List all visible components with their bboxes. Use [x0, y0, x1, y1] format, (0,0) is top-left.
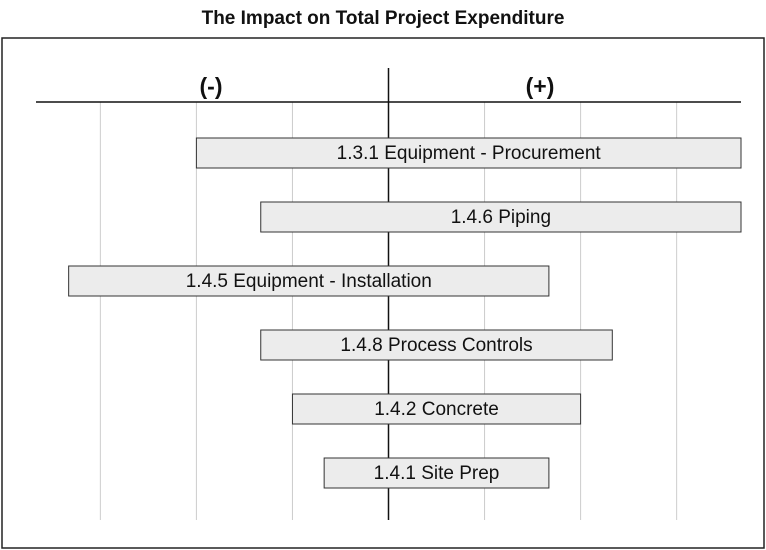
positive-label: (+)	[526, 73, 555, 99]
bar	[260, 329, 613, 361]
chart-title: The Impact on Total Project Expenditure	[202, 8, 565, 29]
bar-label: 1.4.5 Equipment - Installation	[186, 271, 432, 292]
bar-label: 1.4.8 Process Controls	[340, 335, 532, 356]
bar	[195, 137, 742, 169]
bar	[291, 393, 582, 425]
bar-label: 1.3.1 Equipment - Procurement	[337, 143, 602, 164]
bar-label: 1.4.2 Concrete	[374, 399, 499, 420]
bar	[68, 265, 550, 297]
chart-frame	[1, 37, 765, 549]
bar	[260, 201, 742, 233]
negative-label: (-)	[200, 73, 223, 99]
bar-label: 1.4.6 Piping	[451, 207, 551, 228]
bar-label: 1.4.1 Site Prep	[374, 463, 500, 484]
bar	[323, 457, 550, 489]
